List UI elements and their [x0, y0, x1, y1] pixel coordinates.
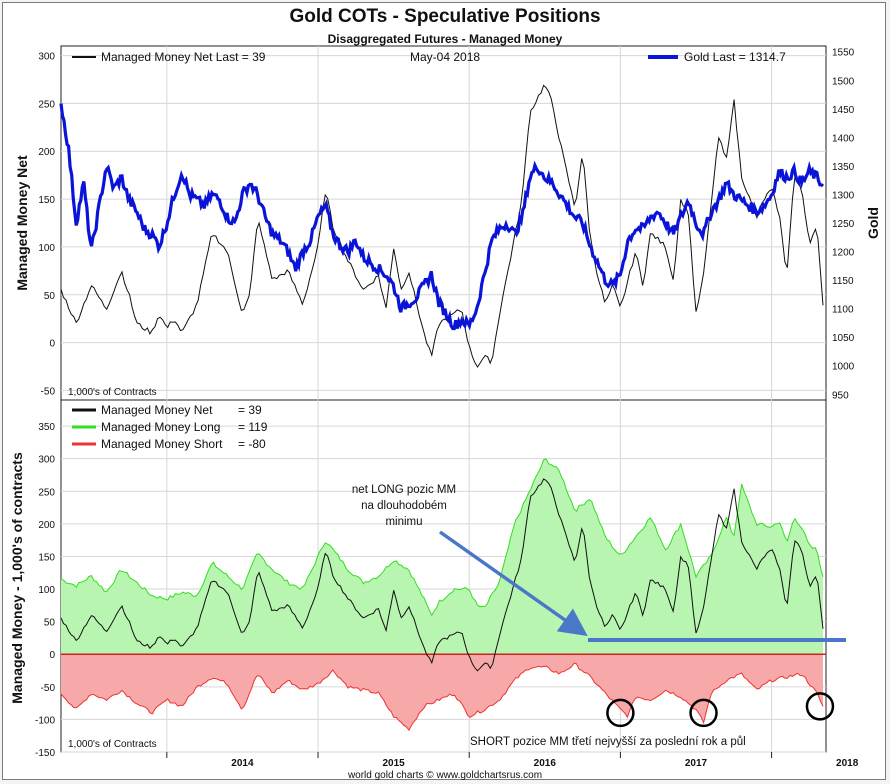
legend-bottom-net-value: = 39 — [238, 403, 262, 417]
short-peak-circle — [805, 692, 835, 721]
top-y-axis-title: Managed Money Net — [14, 155, 30, 291]
bottom-net-line — [60, 478, 824, 672]
top-y-tick-label: 200 — [38, 147, 55, 158]
bottom-y-tick-label: 200 — [38, 520, 55, 531]
top-units-note: 1,000's of Contracts — [68, 387, 157, 398]
bottom-y-axis-title: Managed Money - 1,000's of contracts — [9, 452, 25, 704]
x-tick-label: 2015 — [382, 758, 405, 769]
top-y-tick-label: 150 — [38, 195, 55, 206]
top-net-line — [60, 84, 824, 368]
top-y2-tick-label: 1250 — [832, 219, 855, 230]
top-panel-frame — [60, 45, 827, 401]
annotation-long-line-3: minimu — [385, 516, 422, 528]
annotation-long-line-2: na dlouhodobém — [361, 500, 447, 512]
x-tick-label: 2018 — [836, 758, 859, 769]
top-y2-tick-label: 1000 — [832, 362, 855, 373]
long-line — [60, 458, 824, 617]
legend-bottom-net-label: Managed Money Net — [101, 403, 213, 417]
top-y2-tick-label: 1300 — [832, 190, 855, 201]
legend-short-label: Managed Money Short — [101, 437, 223, 451]
x-tick-label: 2016 — [534, 758, 557, 769]
bottom-y-tick-label: 150 — [38, 552, 55, 563]
top-y2-tick-label: 1550 — [832, 48, 855, 59]
top-y-tick-label: 0 — [49, 339, 55, 350]
top-y-tick-label: 300 — [38, 52, 55, 63]
short-peak-circle — [606, 698, 635, 728]
top-y-tick-label: -50 — [41, 386, 56, 397]
annotation-long-line-1: net LONG pozic MM — [352, 484, 456, 496]
short-line — [60, 662, 824, 732]
legend-long-value: = 119 — [238, 420, 268, 434]
x-tick-label: 2014 — [231, 758, 254, 769]
top-y2-tick-label: 1450 — [832, 105, 855, 116]
gold-price-line — [59, 103, 825, 331]
x-tick-label: 2017 — [685, 758, 708, 769]
bottom-y-tick-label: -50 — [41, 683, 56, 694]
bottom-y-tick-label: 0 — [49, 650, 55, 661]
top-y2-tick-label: 1200 — [832, 248, 855, 259]
footer-credit: world gold charts © www.goldchartsrus.co… — [347, 770, 542, 781]
top-y2-tick-label: 1500 — [832, 76, 855, 87]
top-y2-tick-label: 1050 — [832, 333, 855, 344]
page-subtitle: Disaggregated Futures - Managed Money — [327, 32, 563, 46]
top-y2-tick-label: 1150 — [832, 276, 854, 287]
tick-labels: 2014 2015 2016 2017 2018 300 250 200 150 100 50 0 -5… — [35, 48, 859, 769]
bottom-y-tick-label: -100 — [35, 715, 55, 726]
top-y-tick-label: 50 — [44, 291, 56, 302]
top-y2-tick-label: 1350 — [832, 162, 855, 173]
long-area — [61, 458, 823, 655]
bottom-y-tick-label: 300 — [38, 455, 55, 466]
bottom-y-tick-label: -150 — [35, 748, 55, 759]
legend-long-label: Managed Money Long — [101, 420, 220, 434]
top-y-tick-label: 100 — [38, 243, 55, 254]
bottom-y-tick-label: 350 — [38, 422, 55, 433]
legend-gold-label: Gold Last = 1314.7 — [684, 50, 786, 64]
top-y-tick-label: 250 — [38, 99, 55, 110]
bottom-y-tick-label: 250 — [38, 487, 55, 498]
top-y2-tick-label: 950 — [832, 390, 849, 401]
date-label: May-04 2018 — [410, 50, 480, 64]
short-area — [61, 654, 823, 731]
top-y2-axis-title: Gold — [865, 207, 881, 239]
legend-net-label: Managed Money Net Last = 39 — [101, 50, 266, 64]
top-y2-tick-label: 1100 — [832, 305, 854, 316]
bottom-units-note: 1,000's of Contracts — [68, 739, 157, 750]
short-peak-circle — [689, 698, 718, 728]
page-title: Gold COTs - Speculative Positions — [289, 6, 601, 27]
bottom-y-tick-label: 100 — [38, 585, 55, 596]
annotation-short-text: SHORT pozice MM třetí nejvyšší za posled… — [470, 736, 746, 748]
top-y2-tick-label: 1400 — [832, 133, 855, 144]
bottom-y-tick-label: 50 — [44, 618, 56, 629]
chart-marks — [59, 84, 846, 732]
annotation-arrow — [438, 530, 588, 637]
legend-short-value: = -80 — [238, 437, 266, 451]
